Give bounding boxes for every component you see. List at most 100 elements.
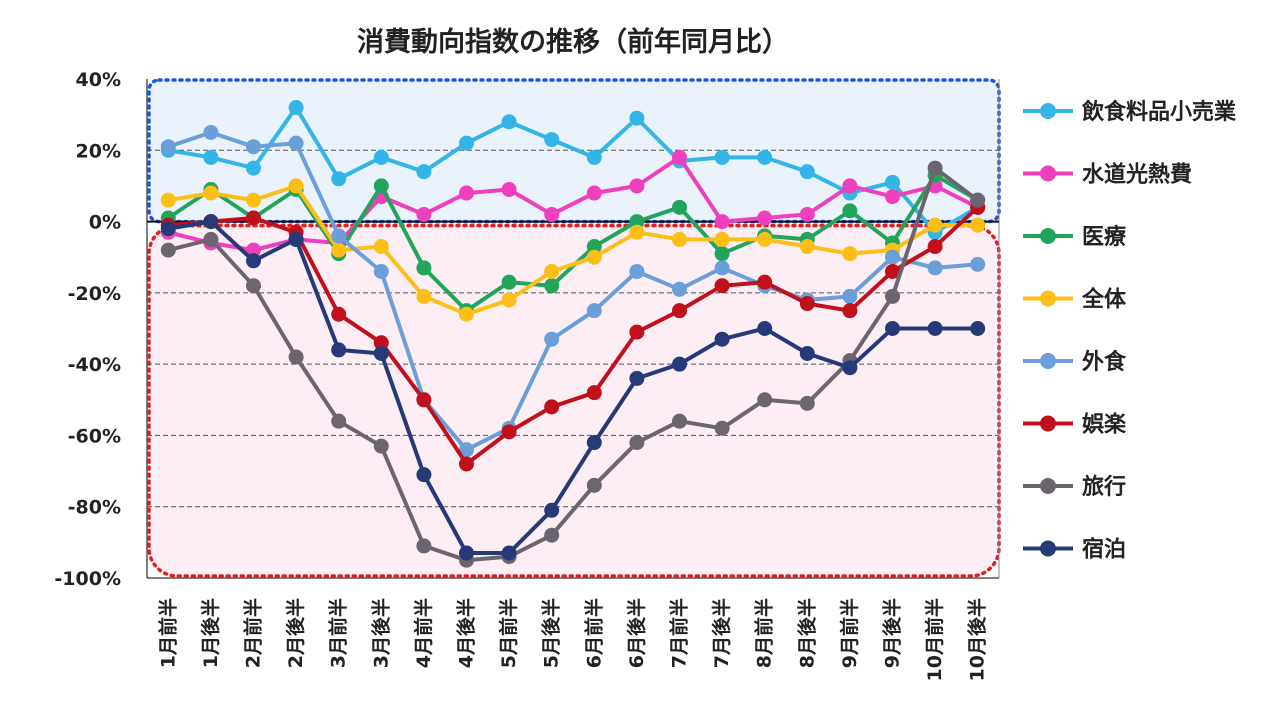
data-point xyxy=(629,110,645,126)
data-point xyxy=(629,370,645,386)
legend-marker xyxy=(1040,415,1056,432)
axes xyxy=(146,79,1000,579)
y-axis-ticks: 40% 20% 0% -20% -40% -60% -80% -100% xyxy=(54,69,121,590)
legend-item: 娯楽 xyxy=(1023,412,1127,438)
data-point xyxy=(714,149,730,165)
data-point xyxy=(246,278,261,294)
data-point xyxy=(629,178,645,194)
data-point xyxy=(246,242,261,258)
legend-marker xyxy=(1040,353,1056,369)
legend-item: 宿泊 xyxy=(1023,537,1126,563)
data-point xyxy=(501,545,517,561)
data-point xyxy=(501,274,517,290)
data-point xyxy=(885,263,900,279)
legend-item: 旅行 xyxy=(1023,474,1126,500)
x-tick-label: 7月前半 xyxy=(668,598,691,668)
data-point xyxy=(672,199,687,215)
data-point xyxy=(246,160,261,176)
legend-label: 全体 xyxy=(1081,287,1127,313)
data-point xyxy=(160,242,176,258)
data-point xyxy=(373,263,389,279)
legend-marker xyxy=(1040,540,1056,557)
data-point xyxy=(160,221,176,237)
legend-item: 全体 xyxy=(1023,287,1127,313)
x-tick-label: 10月前半 xyxy=(923,598,946,681)
data-point xyxy=(416,392,432,408)
x-tick-label: 4月後半 xyxy=(455,598,478,668)
data-point xyxy=(714,331,730,347)
legend-marker xyxy=(1040,478,1056,494)
x-tick-label: 7月後半 xyxy=(710,598,733,668)
data-point xyxy=(842,178,858,194)
legend-item: 外食 xyxy=(1023,349,1127,375)
data-point xyxy=(842,203,858,219)
data-point xyxy=(459,545,474,561)
data-point xyxy=(416,206,432,222)
data-point xyxy=(672,303,687,319)
data-point xyxy=(331,228,347,244)
data-point xyxy=(714,278,730,294)
legend-label: 娯楽 xyxy=(1082,412,1127,438)
data-point xyxy=(842,246,858,262)
data-point xyxy=(459,456,474,472)
data-point xyxy=(544,263,560,279)
data-point xyxy=(629,324,645,340)
data-point xyxy=(544,132,560,148)
data-point xyxy=(501,114,517,130)
data-point xyxy=(416,164,432,180)
data-point xyxy=(757,392,773,408)
legend-item: 医療 xyxy=(1023,224,1126,250)
y-tick-label: -60% xyxy=(68,425,121,447)
legend-marker xyxy=(1040,103,1056,119)
data-point xyxy=(757,321,773,336)
x-tick-label: 10月後半 xyxy=(966,598,989,681)
data-point xyxy=(416,467,432,483)
data-point xyxy=(246,210,261,226)
data-point xyxy=(586,249,602,265)
data-point xyxy=(970,256,986,272)
chart-title: 消費動向指数の推移（前年同月比） xyxy=(357,27,789,58)
y-tick-label: 20% xyxy=(76,140,121,162)
data-point xyxy=(288,100,304,116)
data-point xyxy=(288,178,304,194)
data-point xyxy=(544,331,560,347)
data-point xyxy=(757,210,773,226)
data-point xyxy=(501,424,517,440)
series xyxy=(160,214,986,561)
legend-item: 水道光熱費 xyxy=(1023,162,1192,188)
data-point xyxy=(586,477,602,493)
data-point xyxy=(672,356,687,372)
x-tick-label: 2月前半 xyxy=(242,598,265,668)
data-point xyxy=(544,206,560,222)
data-point xyxy=(160,192,176,208)
data-point xyxy=(629,224,645,240)
data-point xyxy=(672,281,687,297)
x-tick-label: 8月後半 xyxy=(795,598,818,668)
data-point xyxy=(288,349,304,365)
data-point xyxy=(927,239,943,255)
data-point xyxy=(672,149,687,165)
data-point xyxy=(885,321,900,336)
legend-item: 飲食料品小売業 xyxy=(1023,99,1237,125)
data-point xyxy=(970,192,986,208)
x-tick-label: 5月後半 xyxy=(540,598,563,668)
data-point xyxy=(501,292,517,308)
data-point xyxy=(927,260,943,276)
data-point xyxy=(203,149,219,165)
data-point xyxy=(885,249,900,265)
data-point xyxy=(799,345,815,361)
data-point xyxy=(544,502,560,518)
data-point xyxy=(757,274,773,290)
legend-marker xyxy=(1040,165,1056,182)
legend-label: 医療 xyxy=(1082,224,1126,250)
data-point xyxy=(714,214,730,230)
legend-label: 宿泊 xyxy=(1082,537,1126,563)
data-point xyxy=(203,214,219,230)
data-point xyxy=(629,214,645,230)
x-tick-label: 8月前半 xyxy=(753,598,776,668)
data-point xyxy=(586,239,602,255)
data-point xyxy=(501,181,517,197)
data-point xyxy=(714,260,730,276)
y-tick-label: -100% xyxy=(54,568,121,590)
